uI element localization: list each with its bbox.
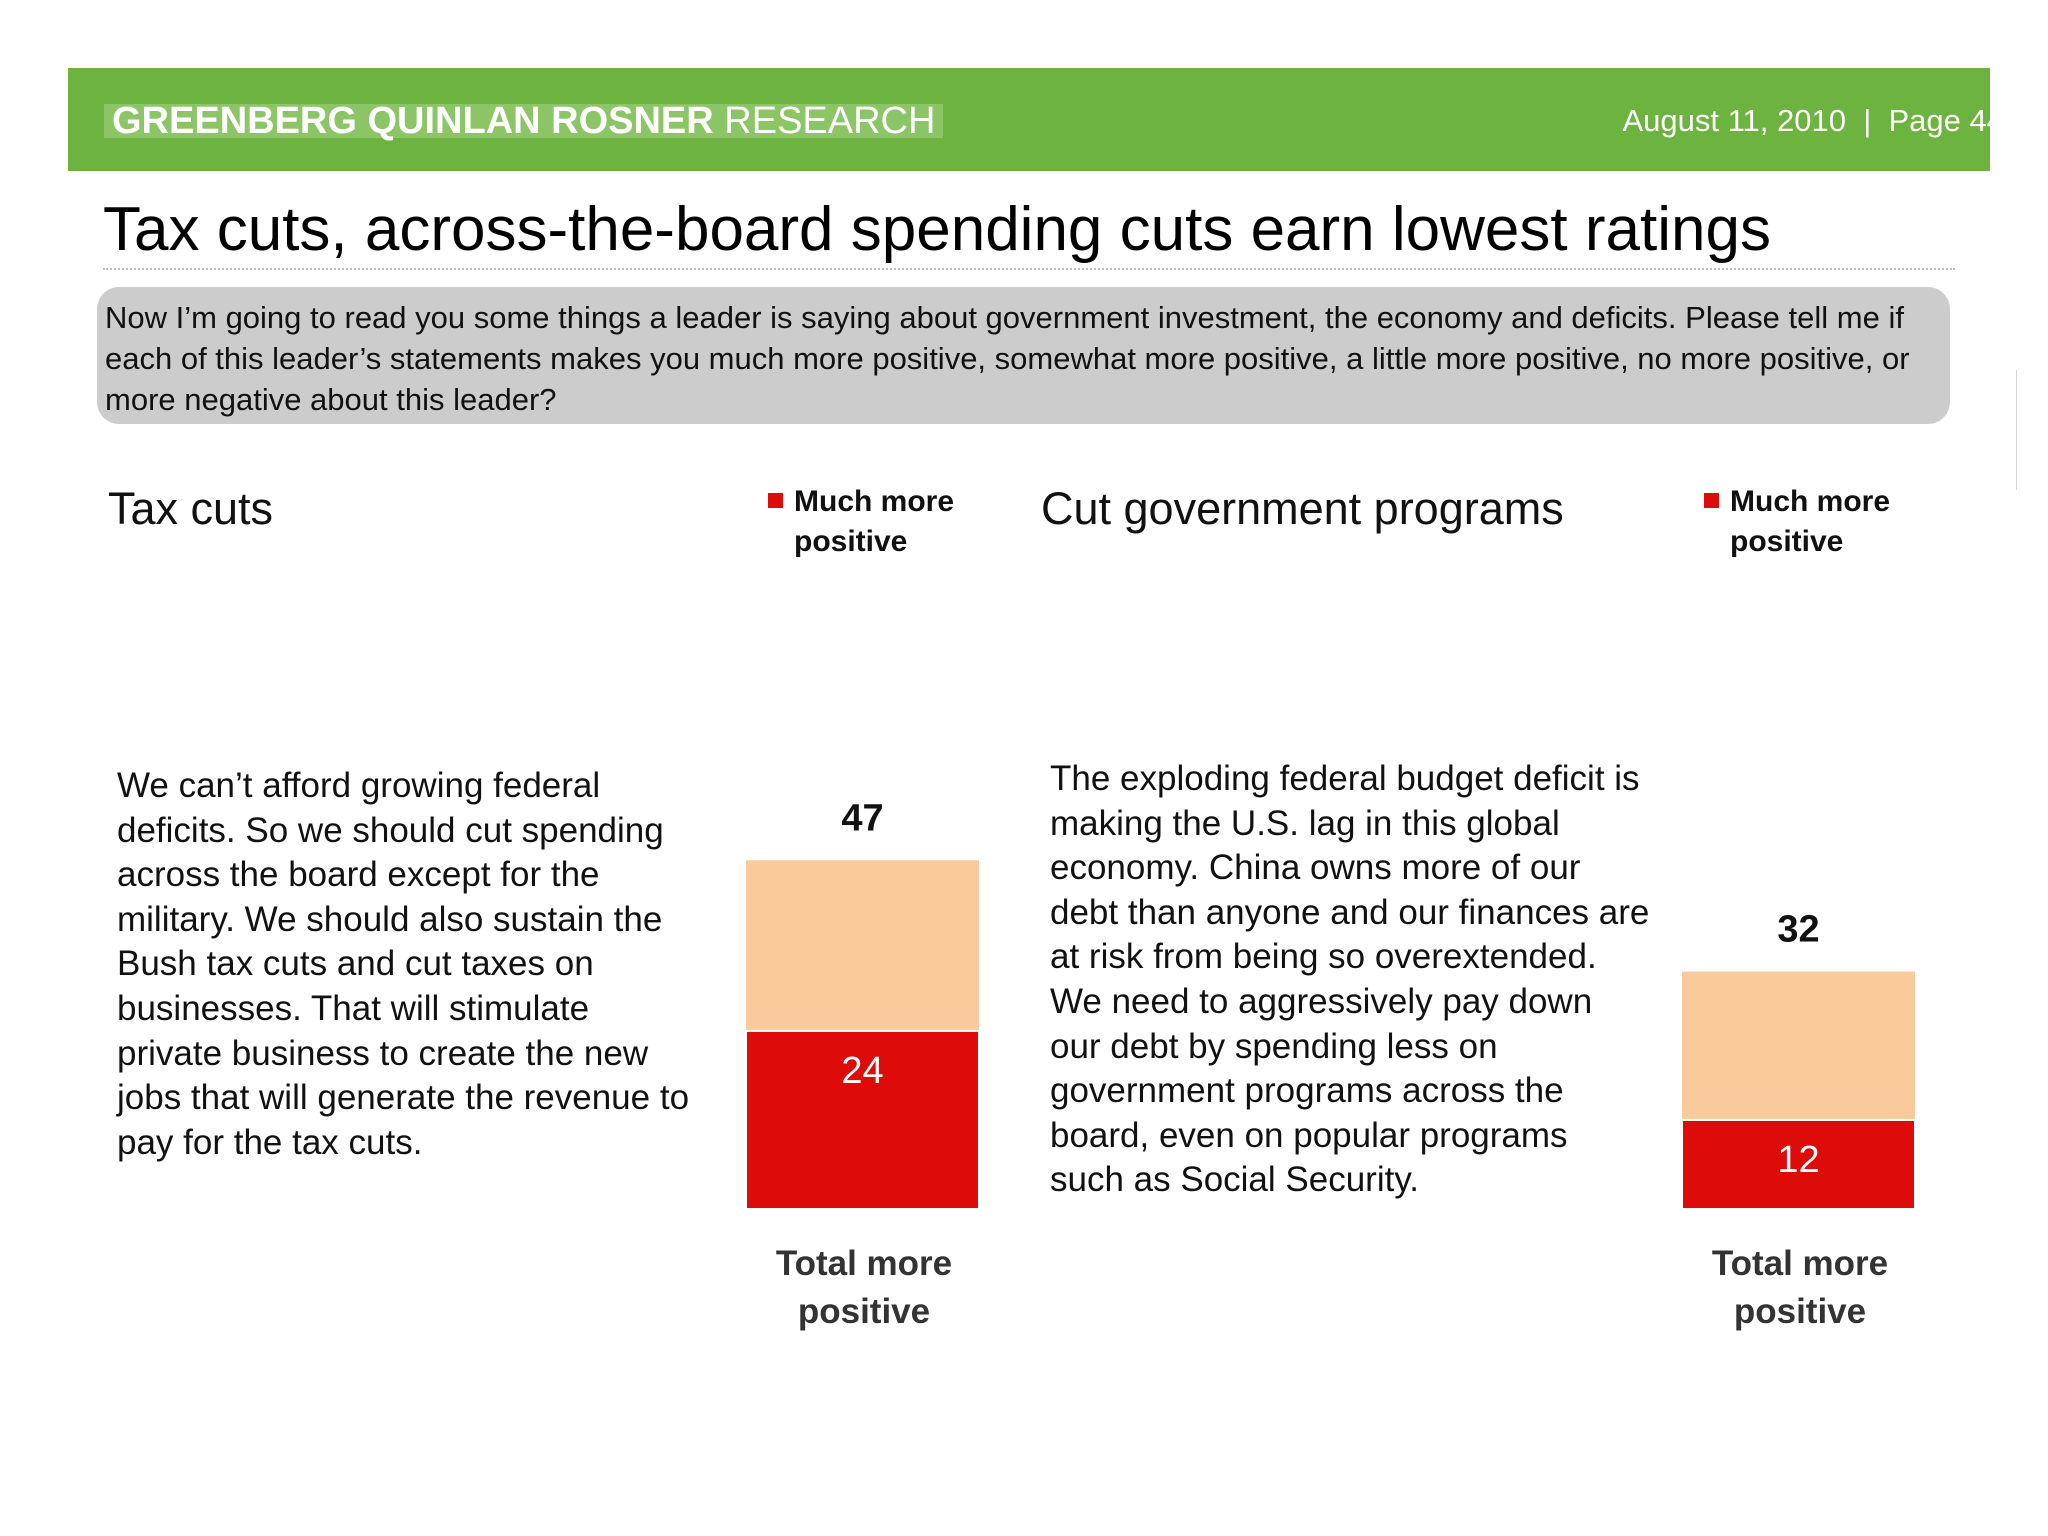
title-divider	[103, 268, 1955, 270]
header-separator: |	[1863, 103, 1872, 138]
header-bar: GREENBERG QUINLAN ROSNER RESEARCH August…	[68, 68, 1990, 171]
legend-label: Much more positive	[794, 485, 955, 558]
data-label-much-more-positive: 12	[1777, 1139, 1819, 1181]
brand-name: GREENBERG QUINLAN ROSNER	[112, 100, 714, 142]
brand-research: RESEARCH	[724, 100, 936, 142]
panel-heading-tax-cuts: Tax cuts	[108, 483, 274, 534]
bar-total-more-positive	[746, 860, 979, 1031]
data-label-total: 32	[1777, 909, 1819, 951]
brand-logo: GREENBERG QUINLAN ROSNER RESEARCH	[104, 102, 944, 140]
statement-cut-programs: The exploding federal budget deficit is …	[1050, 759, 1650, 1200]
header-date: August 11, 2010	[1622, 103, 1846, 138]
page-title: Tax cuts, across-the-board spending cuts…	[103, 195, 1771, 264]
header-meta: August 11, 2010 | Page 44	[1622, 104, 1990, 138]
question-text: Now I’m going to read you some things a …	[105, 300, 1910, 417]
page-number: Page 44	[1888, 103, 1991, 138]
legend-cut-programs: Much more positive	[1704, 482, 1924, 572]
edge-divider	[2016, 370, 2017, 490]
statement-tax-cuts: We can’t afford growing federal deficits…	[117, 766, 690, 1162]
x-category-label: Total more positive	[775, 1244, 953, 1331]
data-label-total: 47	[841, 797, 883, 839]
legend-swatch	[1704, 493, 1719, 508]
x-category-label: Total more positive	[1711, 1244, 1889, 1331]
data-label-much-more-positive: 24	[841, 1050, 883, 1092]
legend-tax-cuts: Much more positive	[768, 482, 988, 572]
bar-much-more-positive	[745, 1029, 980, 1211]
question-box	[97, 287, 1950, 424]
legend-label: Much more positive	[1730, 485, 1891, 558]
panel-heading-cut-programs: Cut government programs	[1041, 483, 1564, 534]
bar-much-more-positive	[1681, 1118, 1916, 1210]
legend-swatch	[768, 493, 783, 508]
bar-total-more-positive	[1682, 971, 1915, 1120]
